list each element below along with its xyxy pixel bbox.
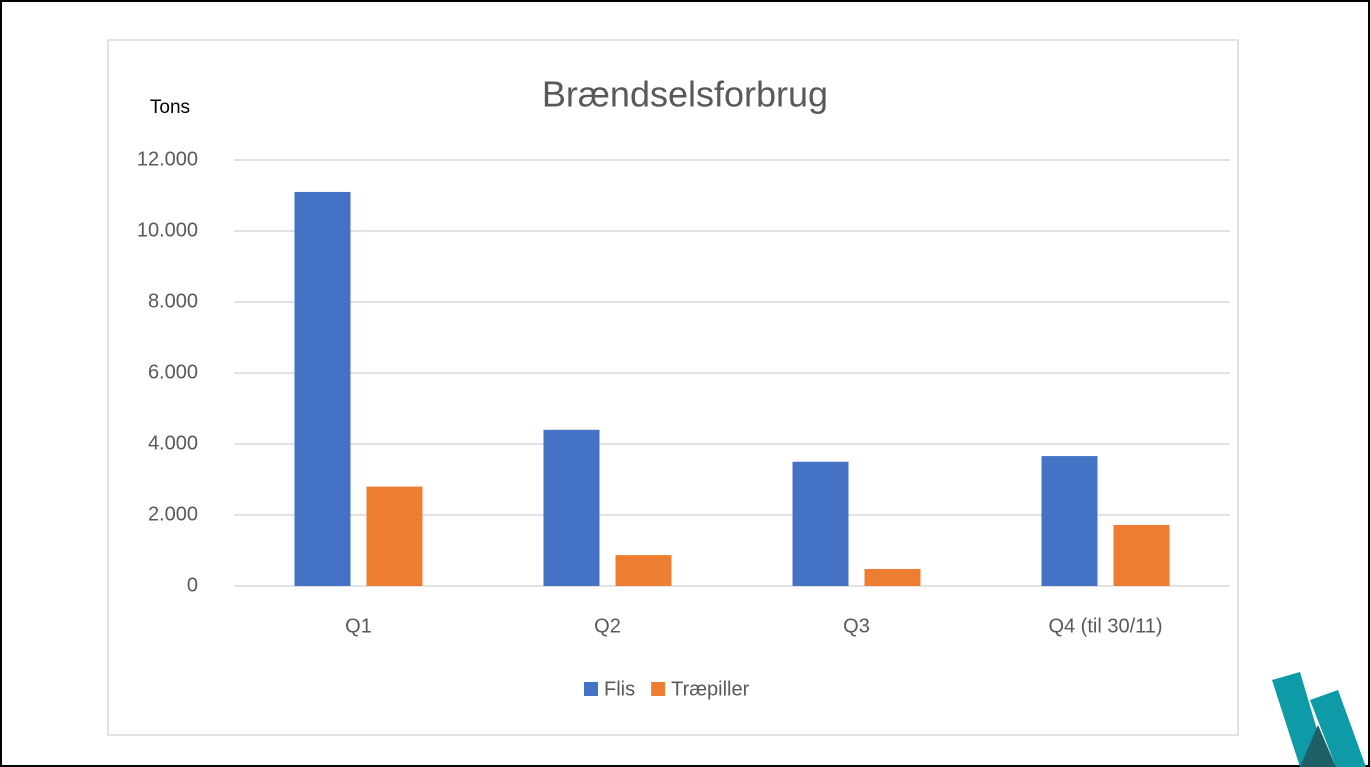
legend-label: Træpiller xyxy=(671,678,749,700)
bar xyxy=(543,429,600,586)
y-tick-label: 2.000 xyxy=(148,503,198,525)
chart-title: Brændselsforbrug xyxy=(542,74,828,115)
bar xyxy=(366,486,423,586)
x-tick-label: Q1 xyxy=(345,615,372,637)
legend-swatch xyxy=(651,682,666,696)
y-tick-label: 6.000 xyxy=(148,361,198,383)
x-tick-label: Q2 xyxy=(594,615,621,637)
bar xyxy=(1041,456,1098,586)
y-tick-label: 4.000 xyxy=(148,432,198,454)
bar xyxy=(615,555,672,586)
x-tick-label: Q4 (til 30/11) xyxy=(1048,615,1162,637)
legend-swatch xyxy=(584,682,598,696)
bar xyxy=(1113,524,1170,586)
bar xyxy=(864,568,921,586)
y-tick-label: 10.000 xyxy=(137,219,198,241)
logo xyxy=(1272,672,1366,767)
y-tick-label: 12.000 xyxy=(137,148,198,170)
x-tick-label: Q3 xyxy=(843,615,870,637)
bar xyxy=(294,191,351,586)
legend-label: Flis xyxy=(604,678,635,700)
y-tick-label: 0 xyxy=(187,574,198,596)
bar xyxy=(792,461,849,586)
y-tick-label: 8.000 xyxy=(148,290,198,312)
y-axis-label: Tons xyxy=(150,97,190,118)
